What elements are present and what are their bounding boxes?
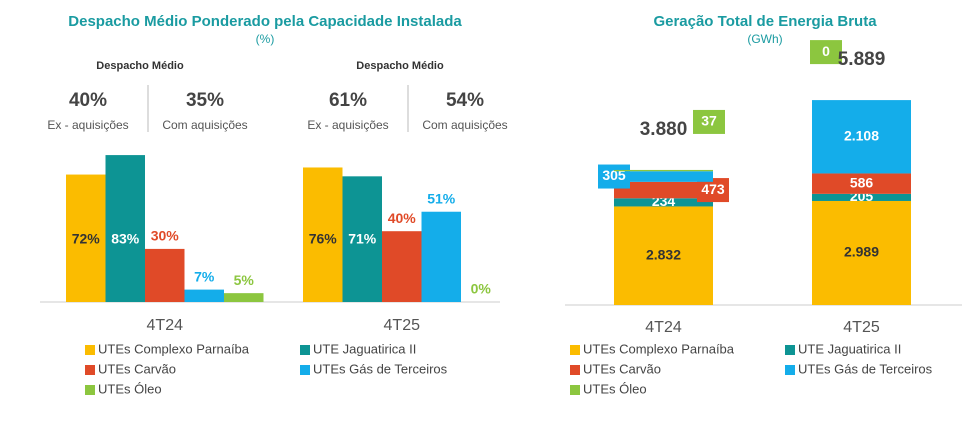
value-label: 2.832 xyxy=(646,246,681,262)
bar-segment xyxy=(614,206,713,305)
legend-label: UTE Jaguatirica II xyxy=(313,341,416,356)
value-label: 586 xyxy=(850,174,874,190)
bar-segment xyxy=(614,181,713,199)
bar xyxy=(382,231,422,302)
chart-subtitle: (GWh) xyxy=(747,32,782,46)
bar-segment xyxy=(812,200,911,305)
legend-label: UTEs Carvão xyxy=(98,361,176,376)
value-label: 30% xyxy=(151,228,180,244)
value-label: 83% xyxy=(111,231,140,247)
value-label: 51% xyxy=(427,190,456,206)
legend-swatch xyxy=(570,365,580,375)
value-label: 37 xyxy=(701,113,717,129)
kpi-label: Ex - aquisições xyxy=(307,118,388,132)
total-label: 3.880 xyxy=(640,119,688,140)
legend-swatch xyxy=(570,345,580,355)
total-label: 5.889 xyxy=(838,49,886,70)
kpi-value: 35% xyxy=(186,90,224,111)
value-label: 473 xyxy=(701,181,725,197)
category-label: 4T24 xyxy=(147,317,184,334)
kpi-label: Com aquisições xyxy=(162,118,247,132)
value-label: 2.989 xyxy=(844,244,879,260)
value-label: 0% xyxy=(471,281,492,297)
value-label: 72% xyxy=(72,231,101,247)
kpi-label: Ex - aquisições xyxy=(47,118,128,132)
kpi-value: 61% xyxy=(329,90,367,111)
bar xyxy=(224,293,264,302)
label-box xyxy=(810,40,842,65)
legend-label: UTEs Óleo xyxy=(583,381,647,396)
label-box xyxy=(693,109,725,134)
bar-segment xyxy=(614,198,713,207)
bar xyxy=(421,211,461,302)
legend-label: UTEs Complexo Parnaíba xyxy=(98,341,250,356)
chart-subtitle: (%) xyxy=(256,32,275,46)
value-label: 7% xyxy=(194,268,215,284)
bar xyxy=(303,167,343,302)
label-box xyxy=(697,178,729,203)
value-label: 0 xyxy=(822,43,830,59)
legend-swatch xyxy=(300,365,310,375)
legend-label: UTE Jaguatirica II xyxy=(798,341,901,356)
label-box xyxy=(598,164,630,189)
value-label: 40% xyxy=(388,210,417,226)
legend-label: UTEs Complexo Parnaíba xyxy=(583,341,735,356)
bar-segment xyxy=(812,100,911,174)
kpi-value: 40% xyxy=(69,90,107,111)
kpi-label: Com aquisições xyxy=(422,118,507,132)
legend-label: UTEs Carvão xyxy=(583,361,661,376)
legend-swatch xyxy=(785,365,795,375)
value-label: 2.108 xyxy=(844,127,879,143)
legend-swatch xyxy=(570,385,580,395)
legend-swatch xyxy=(300,345,310,355)
legend-swatch xyxy=(785,345,795,355)
bar xyxy=(145,248,185,302)
value-label: 71% xyxy=(348,231,377,247)
kpi-value: 54% xyxy=(446,90,484,111)
bar xyxy=(66,174,106,302)
value-label: 305 xyxy=(602,167,626,183)
bar-segment xyxy=(812,173,911,194)
chart-title: Geração Total de Energia Bruta xyxy=(653,13,877,30)
value-label: 5% xyxy=(234,272,255,288)
chart-title: Despacho Médio Ponderado pela Capacidade… xyxy=(68,13,462,30)
legend-label: UTEs Gás de Terceiros xyxy=(798,361,933,376)
summary-heading: Despacho Médio xyxy=(96,60,184,72)
legend-label: UTEs Gás de Terceiros xyxy=(313,361,448,376)
bar-segment xyxy=(614,169,713,172)
category-label: 4T25 xyxy=(384,317,421,334)
summary-heading: Despacho Médio xyxy=(356,60,444,72)
legend-label: UTEs Óleo xyxy=(98,381,162,396)
category-label: 4T25 xyxy=(843,319,880,336)
legend-swatch xyxy=(85,345,95,355)
bar xyxy=(105,155,145,302)
legend-swatch xyxy=(85,365,95,375)
bar xyxy=(342,176,382,302)
legend-swatch xyxy=(85,385,95,395)
bar-segment xyxy=(614,171,713,182)
value-label: 76% xyxy=(309,231,338,247)
bar-segment xyxy=(812,193,911,201)
category-label: 4T24 xyxy=(645,319,682,336)
bar xyxy=(184,289,224,302)
